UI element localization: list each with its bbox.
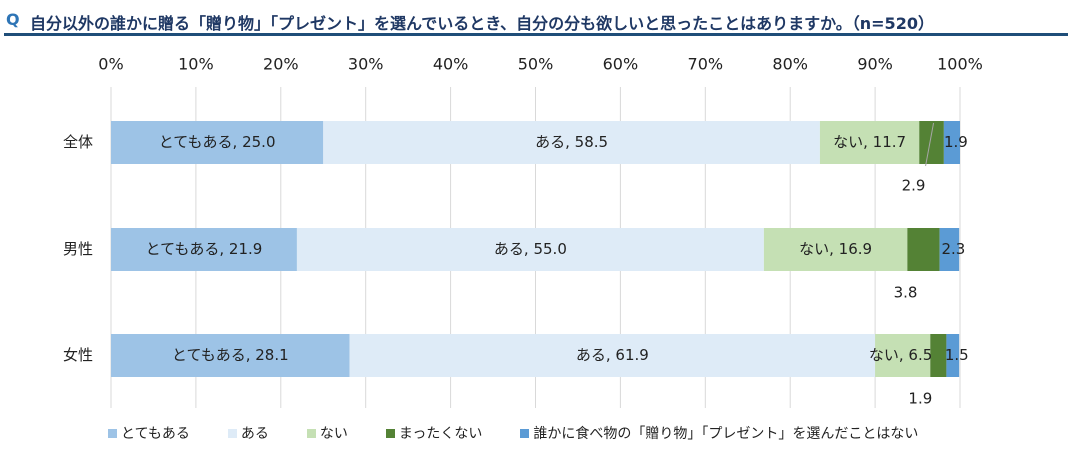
legend-swatch (306, 428, 316, 438)
bar-segment (930, 334, 947, 377)
x-tick-label: 40% (433, 55, 469, 74)
data-label: 3.8 (894, 284, 918, 302)
x-tick-label: 20% (263, 55, 299, 74)
legend-label: とてもある (121, 426, 190, 442)
category-label: 男性 (63, 240, 93, 258)
data-label: 1.9 (908, 390, 932, 408)
legend: とてもある ある ない まったくない 誰かに食べ物の「贈り物」「プレゼント」を選んだこと… (108, 424, 918, 442)
x-tick-label: 100% (937, 55, 983, 74)
legend-swatch (227, 428, 237, 438)
x-tick-label: 70% (688, 55, 724, 74)
legend-label: ある (240, 426, 269, 442)
bar-segment (111, 228, 297, 271)
x-tick-label: 30% (348, 55, 384, 74)
legend-swatch (520, 428, 530, 438)
data-label: ある, 61.9 (576, 346, 649, 364)
legend-item: 誰かに食べ物の「贈り物」「プレゼント」を選んだことはない (520, 423, 918, 443)
data-label: 1.9 (944, 133, 968, 151)
data-label: 2.3 (941, 240, 965, 258)
data-label: ない, 6.5 (869, 346, 932, 364)
bar-segment (946, 334, 960, 377)
legend-label: ない (319, 426, 348, 442)
data-label: とてもある, 25.0 (159, 133, 276, 151)
legend-item: とてもある (108, 423, 190, 443)
bar-segment (939, 228, 960, 271)
bar-segment (919, 121, 944, 164)
legend-label: 誰かに食べ物の「贈り物」「プレゼント」を選んだことはない (533, 426, 919, 442)
legend-swatch (108, 428, 117, 438)
x-tick-label: 60% (603, 55, 639, 74)
data-label: ある, 55.0 (494, 240, 567, 258)
bar-segment (323, 121, 820, 164)
category-label: 全体 (63, 133, 93, 151)
legend-label: まったくない (398, 426, 483, 442)
bar-segment (943, 121, 960, 164)
data-label: とてもある, 28.1 (172, 346, 289, 364)
category-label: 女性 (63, 346, 93, 364)
data-label: ある, 58.5 (535, 133, 608, 151)
bar-segment (111, 334, 350, 377)
legend-item: まったくない (385, 423, 483, 443)
data-label: ない, 16.9 (799, 240, 872, 258)
x-tick-label: 90% (857, 55, 893, 74)
bar-segment (296, 228, 764, 271)
x-tick-label: 80% (772, 55, 808, 74)
legend-swatch (385, 428, 395, 438)
x-tick-label: 0% (98, 55, 123, 74)
legend-item: ある (227, 423, 269, 443)
bar-segment (763, 228, 908, 271)
data-label: ない, 11.7 (833, 133, 906, 151)
data-label: 2.9 (902, 177, 926, 195)
title-underline (4, 33, 1068, 36)
bar-segment (819, 121, 920, 164)
chart-title: 自分以外の誰かに贈る「贈り物」「プレゼント」を選んでいるとき、自分の分も欲しいと… (30, 14, 934, 33)
data-label: とてもある, 21.9 (146, 240, 263, 258)
bar-segment (907, 228, 940, 271)
bar-segment (349, 334, 876, 377)
bar-segment (111, 121, 324, 164)
title-q-mark: Q (6, 10, 20, 29)
bar-segment (875, 334, 931, 377)
leader-line (925, 122, 935, 167)
legend-item: ない (306, 423, 348, 443)
x-tick-label: 10% (178, 55, 214, 74)
data-label: 1.5 (945, 346, 969, 364)
x-tick-label: 50% (518, 55, 554, 74)
